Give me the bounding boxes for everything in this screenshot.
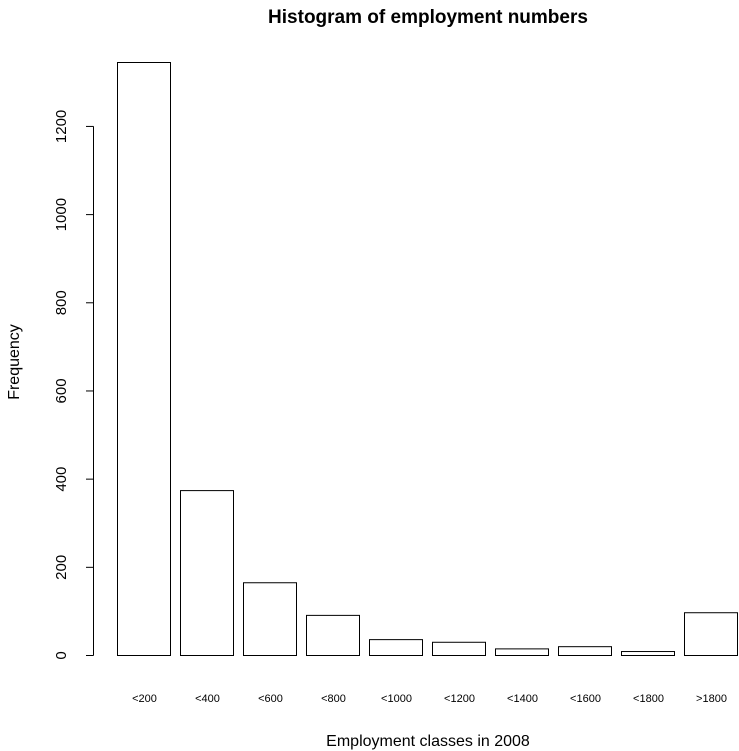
x-tick-label: >1800 [696, 693, 727, 705]
x-tick-label: <200 [132, 693, 157, 705]
bar-<600 [243, 582, 297, 657]
bar->1800 [684, 612, 738, 657]
x-tick-label: <1600 [570, 693, 601, 705]
bar-<400 [180, 490, 234, 656]
x-tick-labels: <200 <400 <600 <800 <1000 <1200 <1400 <1600 <180… [132, 693, 727, 705]
bar-<200 [117, 62, 171, 656]
x-tick-label: <1800 [633, 693, 664, 705]
x-tick-label: <1200 [444, 693, 475, 705]
y-tick-label: 800 [53, 290, 70, 315]
bar-<1400 [495, 648, 549, 656]
y-tick-label: 1200 [53, 110, 70, 143]
bar-<1800 [621, 651, 675, 657]
y-tick-label: 400 [53, 467, 70, 492]
bar-<800 [306, 614, 360, 656]
bar-<1200 [432, 641, 486, 657]
chart-title: Histogram of employment numbers [268, 7, 588, 28]
y-tick-label: 600 [53, 378, 70, 403]
x-tick-label: <1000 [381, 693, 412, 705]
x-tick-label: <800 [321, 693, 346, 705]
y-axis-title: Frequency [6, 324, 23, 400]
y-axis: 0 200 400 600 800 1000 1200 [53, 110, 94, 660]
bar-<1600 [558, 646, 612, 656]
x-axis-title: Employment classes in 2008 [326, 733, 530, 750]
y-tick-label: 0 [53, 651, 70, 659]
x-tick-label: <400 [195, 693, 220, 705]
x-tick-label: <600 [258, 693, 283, 705]
y-tick-label: 200 [53, 555, 70, 580]
x-tick-label: <1400 [507, 693, 538, 705]
bar-group [117, 62, 738, 657]
bar-<1000 [369, 639, 423, 656]
y-tick-label: 1000 [53, 198, 70, 231]
